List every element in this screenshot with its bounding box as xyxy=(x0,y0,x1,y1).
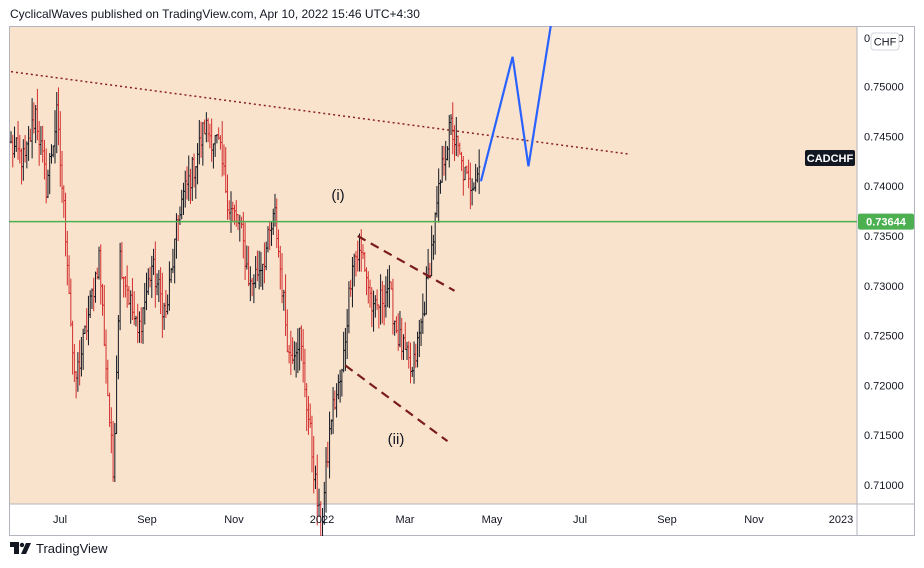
time-tick-label: Nov xyxy=(224,514,244,526)
price-tick-label: 0.73500 xyxy=(864,231,904,243)
time-axis[interactable]: Jul Sep Nov 2022 Mar May Jul Sep Nov 2023 xyxy=(53,514,853,526)
price-tick-label: 0.74000 xyxy=(864,181,904,193)
wave-label-i: (i) xyxy=(331,187,344,204)
chart-border xyxy=(9,26,915,536)
symbol-label-text: CADCHF xyxy=(807,153,854,165)
currency-button[interactable]: CHF xyxy=(870,32,900,51)
chart-container[interactable]: (i) (ii) 0.71000 0.71500 0.72000 0.72500 0.73… xyxy=(9,0,915,564)
price-tick-label: 0.71000 xyxy=(864,480,904,492)
price-tick-label: 0.72000 xyxy=(864,380,904,392)
currency-button-label: CHF xyxy=(874,37,897,49)
last-price-label: 0.73644 xyxy=(858,213,914,230)
time-tick-label: May xyxy=(482,514,503,526)
price-tick-label: 0.73000 xyxy=(864,281,904,293)
ohlc-bar xyxy=(477,149,481,194)
currency-button-bg xyxy=(870,32,900,51)
price-tick-label: 0.75000 xyxy=(864,82,904,94)
drawings: (i) (ii) xyxy=(9,0,857,448)
channel-upper-line xyxy=(357,235,456,292)
symbol-label-bg xyxy=(805,150,855,166)
time-tick-label: Sep xyxy=(657,514,677,526)
time-tick-label: Jul xyxy=(53,514,67,526)
footer: TradingView xyxy=(10,541,108,556)
symbol-label: CADCHF xyxy=(805,150,855,166)
time-tick-label: Mar xyxy=(396,514,415,526)
time-tick-label: 2023 xyxy=(829,514,853,526)
last-price-bg xyxy=(858,213,914,230)
resistance-trendline xyxy=(10,70,631,156)
brand-name: TradingView xyxy=(36,541,108,556)
price-tick-label: 0.72500 xyxy=(864,331,904,343)
price-tick-label: 0.74500 xyxy=(864,131,904,143)
price-axis[interactable]: 0.71000 0.71500 0.72000 0.72500 0.73000 0.735… xyxy=(858,33,914,492)
time-tick-label: 2022 xyxy=(310,514,334,526)
publish-info: CyclicalWaves published on TradingView.c… xyxy=(10,7,420,21)
time-tick-label: Nov xyxy=(744,514,764,526)
last-price-text: 0.73644 xyxy=(866,217,907,229)
time-tick-label: Jul xyxy=(573,514,587,526)
projection-path xyxy=(479,0,556,182)
price-tick-label: 0.71500 xyxy=(864,430,904,442)
ohlc-bars xyxy=(9,87,481,564)
wave-label-ii: (ii) xyxy=(388,431,405,448)
channel-lower-line xyxy=(344,364,449,443)
plot-background xyxy=(9,26,857,504)
tradingview-logo-icon[interactable] xyxy=(10,541,32,556)
price-chart[interactable]: (i) (ii) 0.71000 0.71500 0.72000 0.72500 0.73… xyxy=(9,0,915,564)
time-tick-label: Sep xyxy=(137,514,157,526)
